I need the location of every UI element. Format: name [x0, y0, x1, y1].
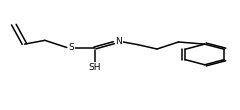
Text: SH: SH [89, 63, 101, 72]
Text: N: N [115, 37, 122, 46]
Text: S: S [68, 43, 74, 52]
